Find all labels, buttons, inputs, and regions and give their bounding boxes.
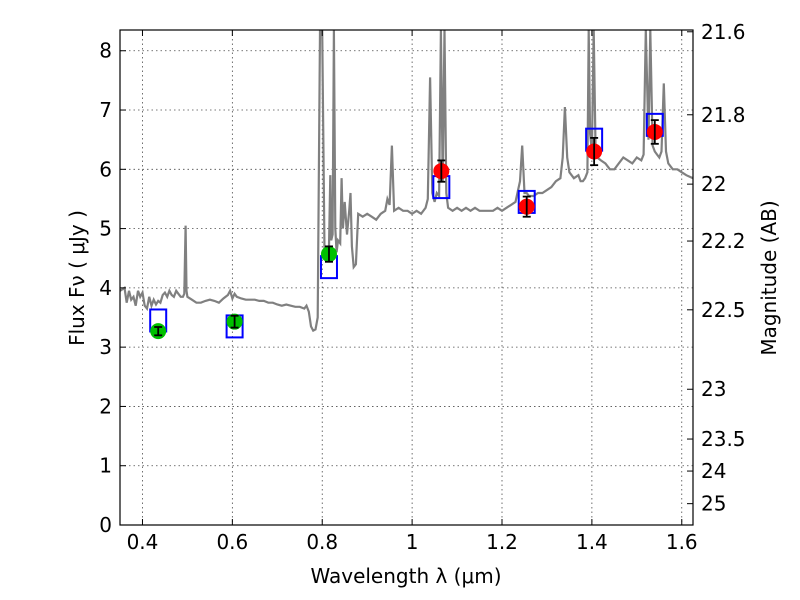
y-tick-label: 0 bbox=[99, 513, 112, 537]
plot-frame bbox=[119, 29, 694, 526]
y-tick-label: 8 bbox=[99, 39, 112, 63]
x-tick-label: 1 bbox=[406, 530, 419, 554]
model-points bbox=[149, 112, 664, 339]
y-tick-label: 5 bbox=[99, 217, 112, 241]
y2-tick-label: 21.6 bbox=[701, 20, 746, 44]
y2-tick-label: 23 bbox=[701, 377, 726, 401]
y2-tick-label: 22.2 bbox=[701, 229, 746, 253]
y-tick-label: 2 bbox=[99, 394, 112, 418]
x-tick-label: 1.4 bbox=[576, 530, 608, 554]
x-axis-ticks: 0.4 0.6 0.8 1 1.2 1.4 1.6 bbox=[127, 30, 698, 554]
y-tick-label: 6 bbox=[99, 157, 112, 181]
y-axis-label: Flux Fν ( μJy ) bbox=[65, 210, 89, 346]
y-axis-ticks: 0 1 2 3 4 5 6 7 8 bbox=[99, 39, 126, 537]
photometry-points bbox=[150, 119, 663, 340]
x-tick-label: 0.4 bbox=[127, 530, 159, 554]
y2-axis-ticks: 21.6 21.8 22 22.2 22.5 23 23.5 24 25 bbox=[687, 20, 746, 516]
y2-axis-label: Magnitude (AB) bbox=[757, 200, 781, 355]
y2-tick-label: 25 bbox=[701, 492, 726, 516]
y-tick-label: 3 bbox=[99, 335, 112, 359]
y-tick-label: 4 bbox=[99, 276, 112, 300]
y2-tick-label: 22 bbox=[701, 172, 726, 196]
y-tick-label: 7 bbox=[99, 98, 112, 122]
y2-tick-label: 23.5 bbox=[701, 427, 746, 451]
y2-tick-label: 24 bbox=[701, 459, 726, 483]
y2-tick-label: 22.5 bbox=[701, 298, 746, 322]
x-tick-label: 0.6 bbox=[216, 530, 248, 554]
y2-tick-label: 21.8 bbox=[701, 103, 746, 127]
y-tick-label: 1 bbox=[99, 454, 112, 478]
x-tick-label: 1.2 bbox=[486, 530, 518, 554]
x-tick-label: 0.8 bbox=[306, 530, 338, 554]
x-tick-label: 1.6 bbox=[666, 530, 698, 554]
grid bbox=[120, 30, 693, 525]
x-axis-label: Wavelength λ (μm) bbox=[310, 564, 501, 588]
spectrum-line bbox=[120, 30, 693, 333]
